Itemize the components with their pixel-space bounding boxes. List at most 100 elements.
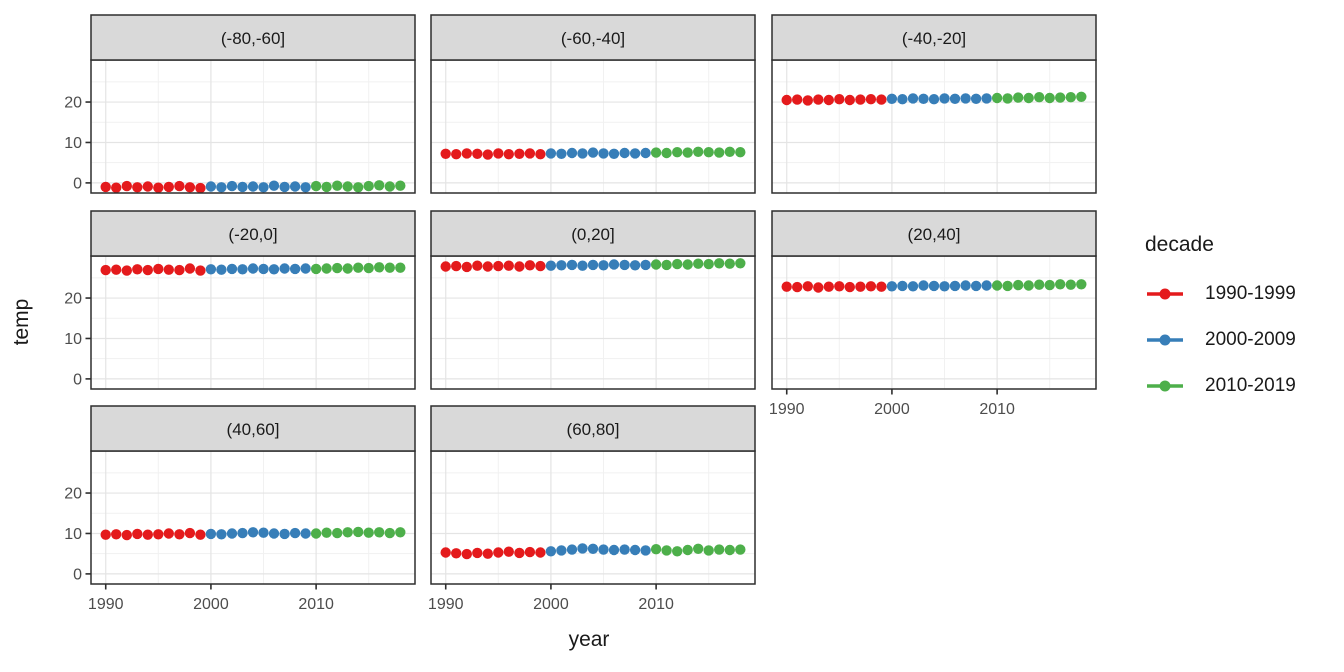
- data-point: [440, 261, 451, 272]
- data-point: [1076, 91, 1087, 103]
- data-point: [142, 181, 153, 192]
- data-point: [216, 182, 227, 193]
- data-point: [332, 527, 343, 539]
- x-axis-tick-label: 2010: [638, 596, 674, 613]
- data-point: [918, 93, 929, 105]
- data-point: [268, 528, 280, 539]
- data-point: [1002, 93, 1013, 104]
- data-point: [226, 263, 238, 275]
- data-point: [629, 260, 641, 271]
- data-point: [535, 260, 546, 272]
- legend-key-line-dot-icon: [1147, 288, 1183, 300]
- data-point: [374, 180, 385, 191]
- data-point: [195, 265, 206, 276]
- data-point: [981, 93, 992, 104]
- y-axis-tick-label: 10: [64, 135, 82, 152]
- data-point: [503, 260, 514, 271]
- data-point: [661, 259, 672, 271]
- data-point: [802, 281, 813, 292]
- data-point: [384, 262, 395, 273]
- facet-(-40,-20]: (-40,-20]: [771, 14, 1097, 194]
- data-point: [153, 182, 164, 193]
- data-point: [321, 181, 332, 193]
- data-point: [503, 149, 514, 160]
- facet-strip: [430, 210, 756, 257]
- data-point: [672, 258, 683, 270]
- data-point: [650, 147, 662, 158]
- data-point: [556, 260, 567, 271]
- data-point: [823, 281, 834, 292]
- data-point: [142, 264, 153, 276]
- data-point: [855, 281, 866, 292]
- data-point: [1055, 279, 1066, 290]
- data-point: [482, 261, 493, 272]
- data-point: [886, 93, 898, 105]
- data-point: [714, 258, 725, 269]
- legend-label: 1990-1999: [1205, 283, 1296, 304]
- data-point: [577, 543, 588, 554]
- data-point: [184, 182, 196, 193]
- data-point: [650, 259, 662, 270]
- data-point: [587, 543, 599, 554]
- data-point: [792, 281, 803, 293]
- data-point: [472, 547, 483, 559]
- data-point: [1044, 92, 1055, 104]
- data-point: [781, 281, 792, 292]
- data-point: [132, 528, 143, 540]
- data-point: [844, 281, 855, 293]
- data-point: [682, 259, 693, 270]
- data-point: [960, 93, 971, 104]
- data-point: [493, 260, 504, 272]
- data-point: [258, 263, 269, 275]
- data-point: [121, 265, 132, 276]
- data-point: [482, 149, 493, 160]
- facet-strip-label: (40,60]: [227, 420, 280, 439]
- data-point: [693, 543, 704, 554]
- data-point: [587, 259, 599, 271]
- data-point: [237, 264, 248, 275]
- data-point: [258, 527, 269, 538]
- data-point: [981, 280, 992, 291]
- data-point: [672, 147, 683, 158]
- data-point: [735, 258, 746, 269]
- data-point: [693, 146, 704, 157]
- data-point: [928, 94, 940, 105]
- legend-key-line-dot-icon: [1147, 334, 1183, 346]
- data-point: [535, 547, 546, 558]
- y-axis-tick-label: 20: [64, 95, 82, 112]
- data-point: [1065, 92, 1077, 103]
- facet-strip-label: (-20,0]: [228, 225, 277, 244]
- data-point: [100, 181, 111, 193]
- data-point: [342, 263, 353, 274]
- data-point: [672, 546, 683, 557]
- data-point: [1065, 279, 1077, 290]
- data-point: [724, 258, 735, 269]
- data-point: [577, 148, 588, 159]
- data-point: [363, 180, 374, 192]
- data-point: [629, 148, 641, 159]
- facet-strip: [430, 14, 756, 61]
- x-axis-title: year: [568, 628, 610, 651]
- x-axis-tick-label: 2000: [533, 596, 569, 613]
- legend-entry-1990-1999: 1990-1999: [1145, 283, 1296, 305]
- data-point: [556, 148, 567, 159]
- data-point: [395, 527, 406, 538]
- data-point: [577, 260, 588, 271]
- x-axis-tick-label: 2010: [979, 401, 1015, 418]
- data-point: [216, 529, 227, 540]
- data-point: [279, 528, 290, 540]
- data-point: [332, 262, 343, 274]
- data-point: [451, 260, 462, 272]
- facet-(-20,0]: (-20,0] 0 10 20: [64, 210, 416, 390]
- data-point: [363, 262, 374, 274]
- data-point: [907, 281, 919, 292]
- data-point: [907, 93, 919, 104]
- x-axis-tick-label: 2000: [874, 401, 910, 418]
- data-point: [1076, 279, 1087, 290]
- data-point: [598, 544, 609, 555]
- y-axis-tick-label: 0: [73, 371, 82, 388]
- data-point: [310, 528, 322, 539]
- data-point: [461, 261, 472, 273]
- data-point: [289, 527, 301, 539]
- data-point: [184, 527, 196, 539]
